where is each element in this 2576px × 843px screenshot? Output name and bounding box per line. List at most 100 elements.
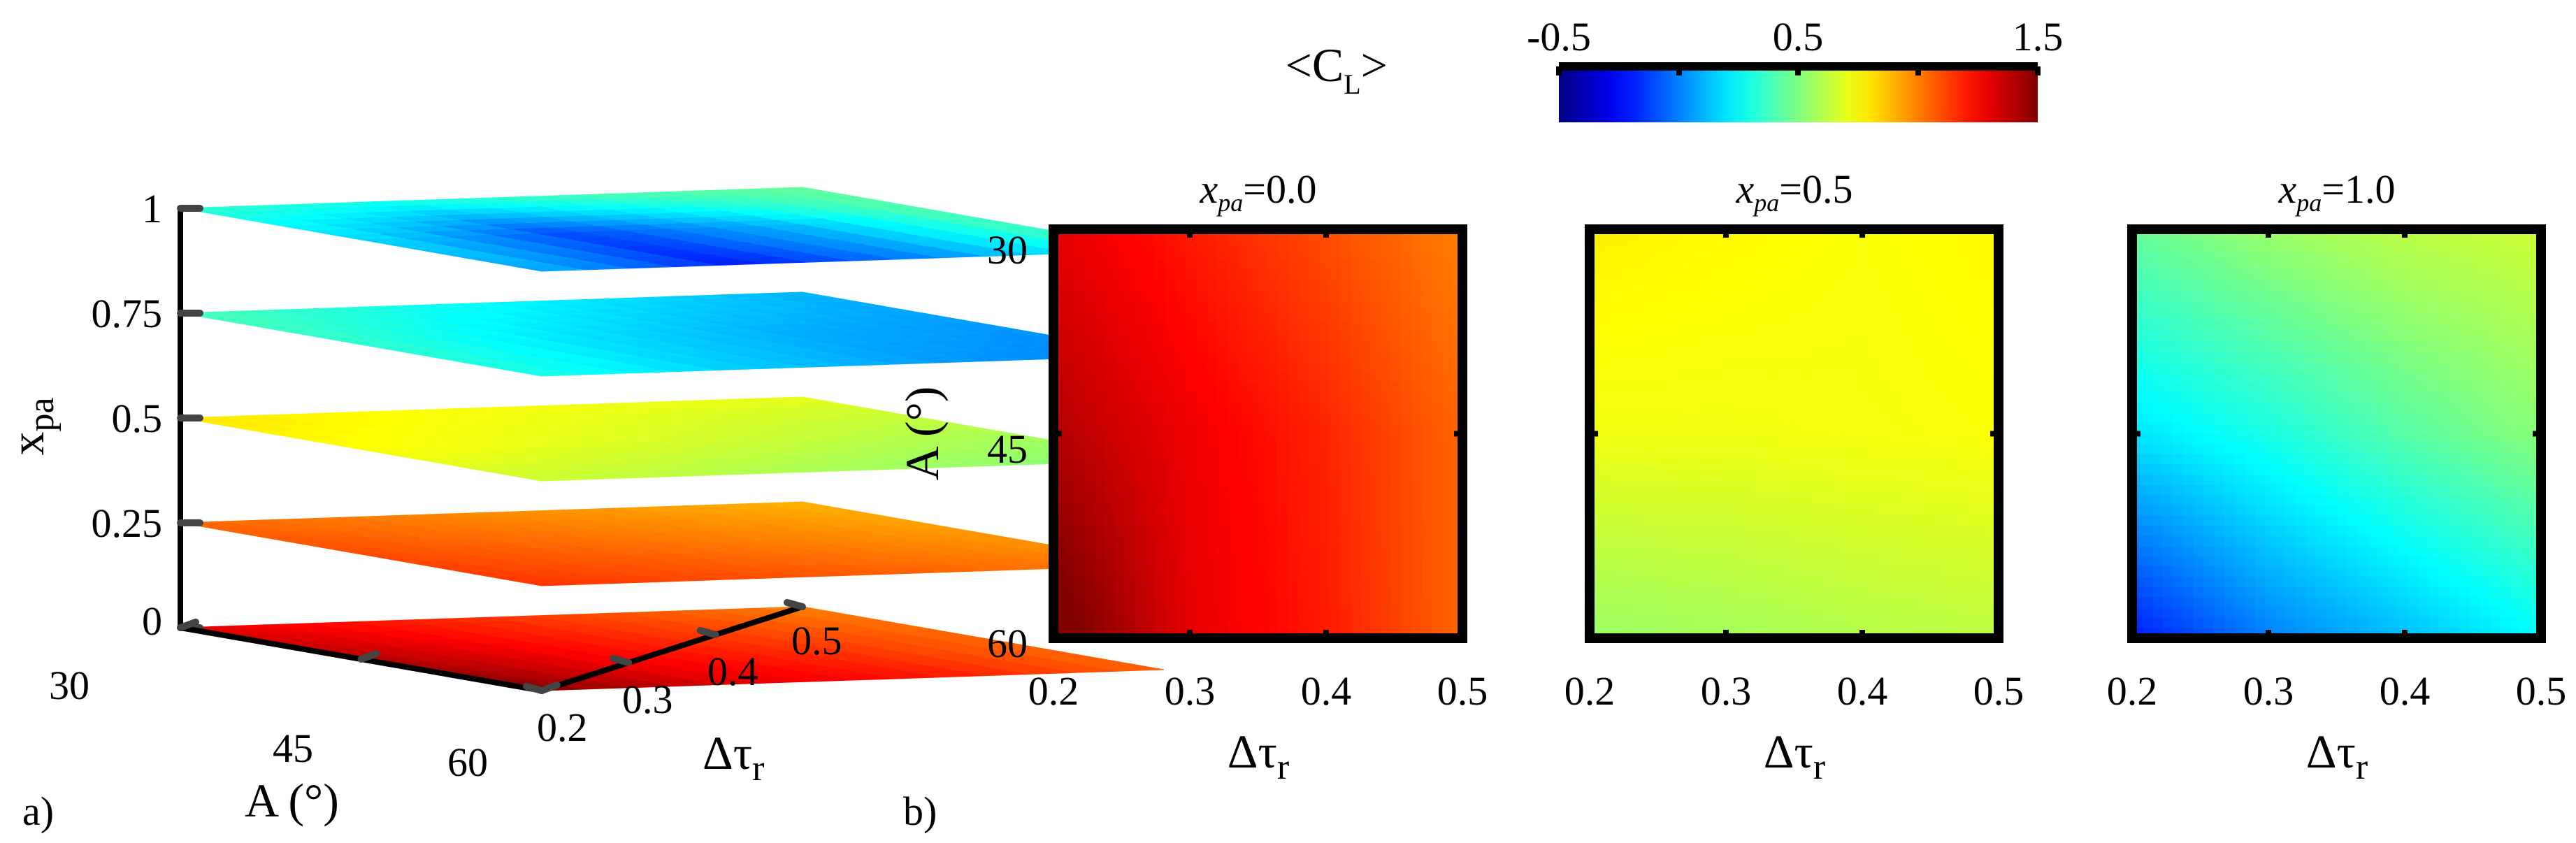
heatmap-cell [1641,341,1652,353]
heatmap-cell [1876,362,1887,373]
colorbar-label: <CL> [1285,38,1388,100]
heatmap-cell [1339,362,1351,373]
heatmap-cell [1865,556,1877,568]
heatmap-cell [2429,301,2440,312]
heatmap-cell [1186,413,1197,424]
heatmap-cell [1804,321,1815,332]
heatmap-cell [1237,280,1249,291]
heatmap-cell [1783,546,1795,557]
colorbar: <CL> -0.5 0.5 1.5 [1285,14,2063,122]
heatmap-cell [1957,250,1969,261]
heatmap-cell [1722,546,1734,557]
heatmap-cell [1319,423,1330,435]
heatmap-cell [1432,515,1443,526]
heatmap-cell [1381,495,1392,506]
heatmap-cell [2285,290,2296,301]
heatmap-cell [1794,259,1805,271]
heatmap-cell [1350,495,1361,506]
heatmap-cell [1825,556,1836,568]
heatmap-cell [1268,464,1279,475]
heatmap-cell [1927,526,1938,537]
heatmap-cell [2326,250,2338,261]
heatmap-cell [1610,259,1621,271]
heatmap-cell [1814,341,1825,353]
heatmap-cell [1299,505,1310,517]
heatmap-cell [2224,259,2235,271]
heatmap-cell [1886,526,1897,537]
heatmap-cell [1917,617,1928,628]
heatmap-cell [1743,586,1754,598]
heatmap-cell [1937,301,1948,312]
heatmap-cell [1763,433,1774,445]
heatmap-cell [1876,250,1887,261]
heatmap-cell [1247,311,1259,322]
heatmap-cell [1411,433,1423,445]
heatmap-cell [1794,475,1805,486]
heatmap-cell [2459,270,2470,281]
heatmap-cell [1401,331,1412,343]
heatmap-cell [1411,341,1423,353]
heatmap-cell [1329,301,1341,312]
heatmap-cell [1319,617,1330,628]
heatmap-cell [1814,505,1825,517]
heatmap-cell [2296,259,2307,271]
heatmap-cell [1237,239,1249,250]
heatmap-cell [1978,393,1989,404]
heatmap-cell [1207,393,1218,404]
heatmap-cell [1794,484,1805,496]
heatmap-cell [1217,270,1228,281]
heatmap-cell [1247,505,1259,517]
A-tick-label: 45 [273,726,313,771]
heatmap-cell [1227,607,1238,619]
heatmap-cell [1125,393,1136,404]
heatmap-cell [2152,382,2164,394]
heatmap-cell [1845,475,1856,486]
heatmap-cell [1370,311,1381,322]
heatmap-cell [1390,586,1402,598]
heatmap-cell [1835,311,1846,322]
heatmap-cell [1712,372,1723,383]
heatmap-cell [1865,290,1877,301]
heatmap-cell [1247,280,1259,291]
heatmap-cell [1370,321,1381,332]
heatmap-cell [1278,372,1289,383]
heatmap-cell [1217,454,1228,465]
heatmap-cell [2316,341,2327,353]
heatmap-cell [1165,526,1177,537]
heatmap-cell [1620,495,1632,506]
heatmap-cell [1186,586,1197,598]
heatmap-cell [2142,239,2153,250]
heatmap-cell [1886,259,1897,271]
heatmap-cell [1876,413,1887,424]
heatmap-cell [1978,423,1989,435]
heatmap-cell [1196,280,1207,291]
heatmap-cell [1441,341,1453,353]
heatmap-cell [2173,403,2184,414]
heatmap-cell [2142,250,2153,261]
heatmap-cell [2480,341,2491,353]
x-tick-label: 0.5 [1437,668,1488,714]
heatmap-cell [1773,239,1785,250]
heatmap-cell [1671,607,1683,619]
heatmap-cell [1773,556,1785,568]
heatmap-cell [1947,495,1959,506]
heatmap-cell [1804,382,1815,394]
heatmap-cell [2347,290,2358,301]
heatmap-cell [1681,607,1692,619]
heatmap-cell [1207,250,1218,261]
heatmap-cell [1196,454,1207,465]
heatmap-cell [1804,270,1815,281]
heatmap-cell [1906,341,1917,353]
heatmap-cell [1237,301,1249,312]
heatmap-cell [1886,475,1897,486]
heatmap-cell [2214,259,2225,271]
heatmap-cell [1390,556,1402,568]
heatmap-cell [1610,464,1621,475]
heatmap-cell [1381,556,1392,568]
heatmap-cell [2326,331,2338,343]
heatmap-cell [1732,341,1743,353]
heatmap-cell [1268,259,1279,271]
heatmap-cell [1865,423,1877,435]
heatmap-cell [2203,362,2215,373]
heatmap-cell [1917,290,1928,301]
